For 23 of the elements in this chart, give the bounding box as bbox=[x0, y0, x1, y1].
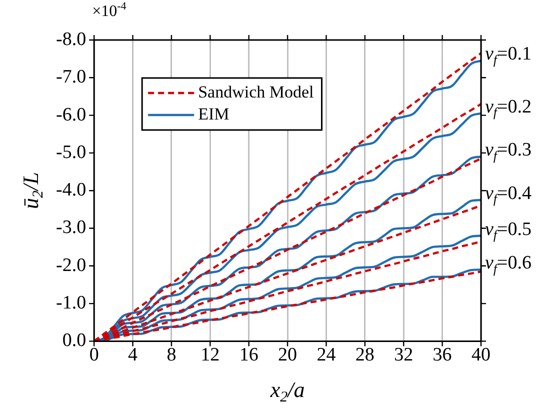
x-tick-label: 12 bbox=[200, 344, 220, 366]
legend-label: Sandwich Model bbox=[198, 82, 314, 102]
x-tick-label: 20 bbox=[278, 344, 298, 366]
x-tick-label: 28 bbox=[355, 344, 374, 366]
y-tick-label: -2.0 bbox=[56, 254, 86, 276]
y-tick-label: -3.0 bbox=[56, 217, 86, 238]
y-tick-label: -5.0 bbox=[56, 142, 86, 163]
y-tick-label: -4.0 bbox=[56, 180, 86, 201]
x-tick-label: 40 bbox=[472, 344, 490, 366]
legend-label: EIM bbox=[198, 104, 230, 124]
x-tick-label: 16 bbox=[239, 344, 258, 366]
y-tick-label: -6.0 bbox=[56, 104, 86, 126]
x-tick-label: 4 bbox=[128, 344, 138, 366]
y-axis-title: ū2/L bbox=[18, 172, 47, 210]
y-tick-label: -8.0 bbox=[56, 28, 86, 50]
x-tick-label: 36 bbox=[432, 344, 452, 366]
x-tick-label: 0 bbox=[89, 344, 99, 366]
x-tick-label: 8 bbox=[166, 344, 176, 366]
x-tick-label: 24 bbox=[316, 344, 336, 366]
y-tick-label: -1.0 bbox=[56, 292, 86, 314]
y-tick-label: 0.0 bbox=[62, 330, 86, 352]
x-tick-label: 32 bbox=[394, 344, 414, 366]
y-tick-label: -7.0 bbox=[56, 66, 86, 88]
